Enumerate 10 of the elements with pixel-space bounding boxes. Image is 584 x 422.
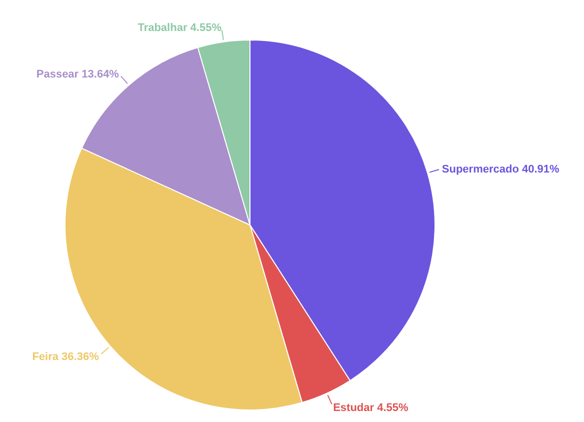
slice-label: Feira: [32, 350, 60, 363]
data-label: 4.55%: [377, 402, 409, 414]
data-label: 4.55%: [190, 22, 222, 34]
slice-label: Estudar: [333, 402, 375, 414]
slice-label: Trabalhar: [138, 22, 188, 34]
data-label: 36.36%: [62, 350, 100, 363]
data-label: 13.64%: [82, 68, 120, 81]
data-label: 40.91%: [522, 163, 560, 176]
slice-label: Passear: [36, 68, 80, 81]
slice-label: Supermercado: [442, 163, 520, 176]
